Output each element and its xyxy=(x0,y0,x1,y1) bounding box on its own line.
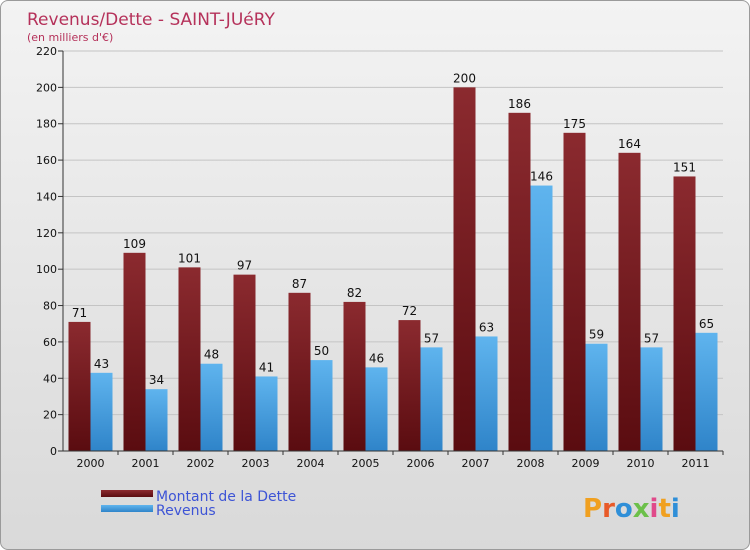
bar-revenus xyxy=(640,347,663,451)
labels-layer: 71 43 109 34 101 48 97 41 87 50 82 46 72 57 200 63 186 14… xyxy=(72,71,714,387)
x-tick-label: 2007 xyxy=(462,457,490,470)
data-label: 34 xyxy=(149,373,164,387)
bar-revenus xyxy=(90,372,113,451)
y-tick-label: 220 xyxy=(36,45,57,58)
bar-dette xyxy=(343,301,366,451)
data-label: 59 xyxy=(589,328,604,342)
data-label: 97 xyxy=(237,259,252,273)
x-tick-label: 2011 xyxy=(682,457,710,470)
data-label: 65 xyxy=(699,317,714,331)
data-label: 146 xyxy=(530,170,553,184)
bar-dette xyxy=(563,132,586,451)
data-label: 164 xyxy=(618,137,641,151)
grid-layer xyxy=(63,50,723,452)
data-label: 43 xyxy=(94,357,109,371)
y-tick-label: 0 xyxy=(50,445,57,458)
bar-revenus xyxy=(255,376,278,451)
bar-revenus xyxy=(420,347,443,451)
data-label: 200 xyxy=(453,71,476,85)
data-label: 46 xyxy=(369,351,384,365)
legend-label-dette: Montant de la Dette xyxy=(156,489,296,505)
bar-dette xyxy=(68,321,91,451)
legend-swatch-revenus xyxy=(101,505,153,512)
chart-subtitle: (en milliers d'€) xyxy=(27,31,113,44)
data-label: 48 xyxy=(204,348,219,362)
bar-dette xyxy=(508,112,531,452)
data-label: 63 xyxy=(479,320,494,334)
data-label: 87 xyxy=(292,277,307,291)
bar-revenus xyxy=(200,363,223,451)
bar-revenus xyxy=(365,367,388,451)
bar-dette xyxy=(178,267,201,451)
data-label: 82 xyxy=(347,286,362,300)
x-tick-label: 2002 xyxy=(187,457,215,470)
axis-layer: 0 20 40 60 80 100 120 140 160 180 200 220 2000 2001 20… xyxy=(36,45,724,470)
bars-layer xyxy=(68,87,718,452)
data-label: 186 xyxy=(508,97,531,111)
y-tick-label: 100 xyxy=(36,263,57,276)
legend: Montant de la Dette Revenus xyxy=(101,489,296,519)
y-tick-label: 60 xyxy=(43,336,57,349)
bar-dette xyxy=(673,176,696,452)
bar-dette xyxy=(618,152,641,451)
x-tick-label: 2003 xyxy=(242,457,270,470)
bar-revenus xyxy=(585,343,608,451)
x-tick-label: 2001 xyxy=(132,457,160,470)
legend-label-revenus: Revenus xyxy=(156,503,216,519)
bar-revenus xyxy=(145,389,168,451)
x-tick-label: 2000 xyxy=(77,457,105,470)
x-tick-label: 2010 xyxy=(627,457,655,470)
y-tick-label: 120 xyxy=(36,227,57,240)
data-label: 50 xyxy=(314,344,329,358)
bar-revenus xyxy=(475,336,498,451)
x-tick-label: 2004 xyxy=(297,457,325,470)
data-label: 57 xyxy=(644,331,659,345)
y-tick-label: 40 xyxy=(43,372,57,385)
chart-title: Revenus/Dette - SAINT-JUéRY xyxy=(27,10,275,30)
data-label: 41 xyxy=(259,360,274,374)
data-label: 71 xyxy=(72,306,87,320)
y-tick-label: 200 xyxy=(36,81,57,94)
y-tick-label: 20 xyxy=(43,409,57,422)
bar-revenus xyxy=(530,185,553,451)
data-label: 57 xyxy=(424,331,439,345)
data-label: 72 xyxy=(402,304,417,318)
bar-dette xyxy=(398,320,421,451)
bar-dette xyxy=(233,274,256,451)
x-tick-label: 2008 xyxy=(517,457,545,470)
bar-dette xyxy=(288,292,311,451)
data-label: 109 xyxy=(123,237,146,251)
y-tick-label: 140 xyxy=(36,190,57,203)
x-tick-label: 2009 xyxy=(572,457,600,470)
data-label: 151 xyxy=(673,160,696,174)
y-tick-label: 80 xyxy=(43,300,57,313)
bar-dette xyxy=(453,87,476,451)
legend-swatch-dette xyxy=(101,490,153,497)
proxiti-logo: Proxiti xyxy=(583,494,680,524)
data-label: 175 xyxy=(563,117,586,131)
y-tick-label: 160 xyxy=(36,154,57,167)
bar-dette xyxy=(123,252,146,451)
x-tick-label: 2005 xyxy=(352,457,380,470)
bar-revenus xyxy=(310,360,333,451)
data-label: 101 xyxy=(178,251,201,265)
y-tick-label: 180 xyxy=(36,118,57,131)
x-tick-label: 2006 xyxy=(407,457,435,470)
bar-revenus xyxy=(695,332,718,451)
